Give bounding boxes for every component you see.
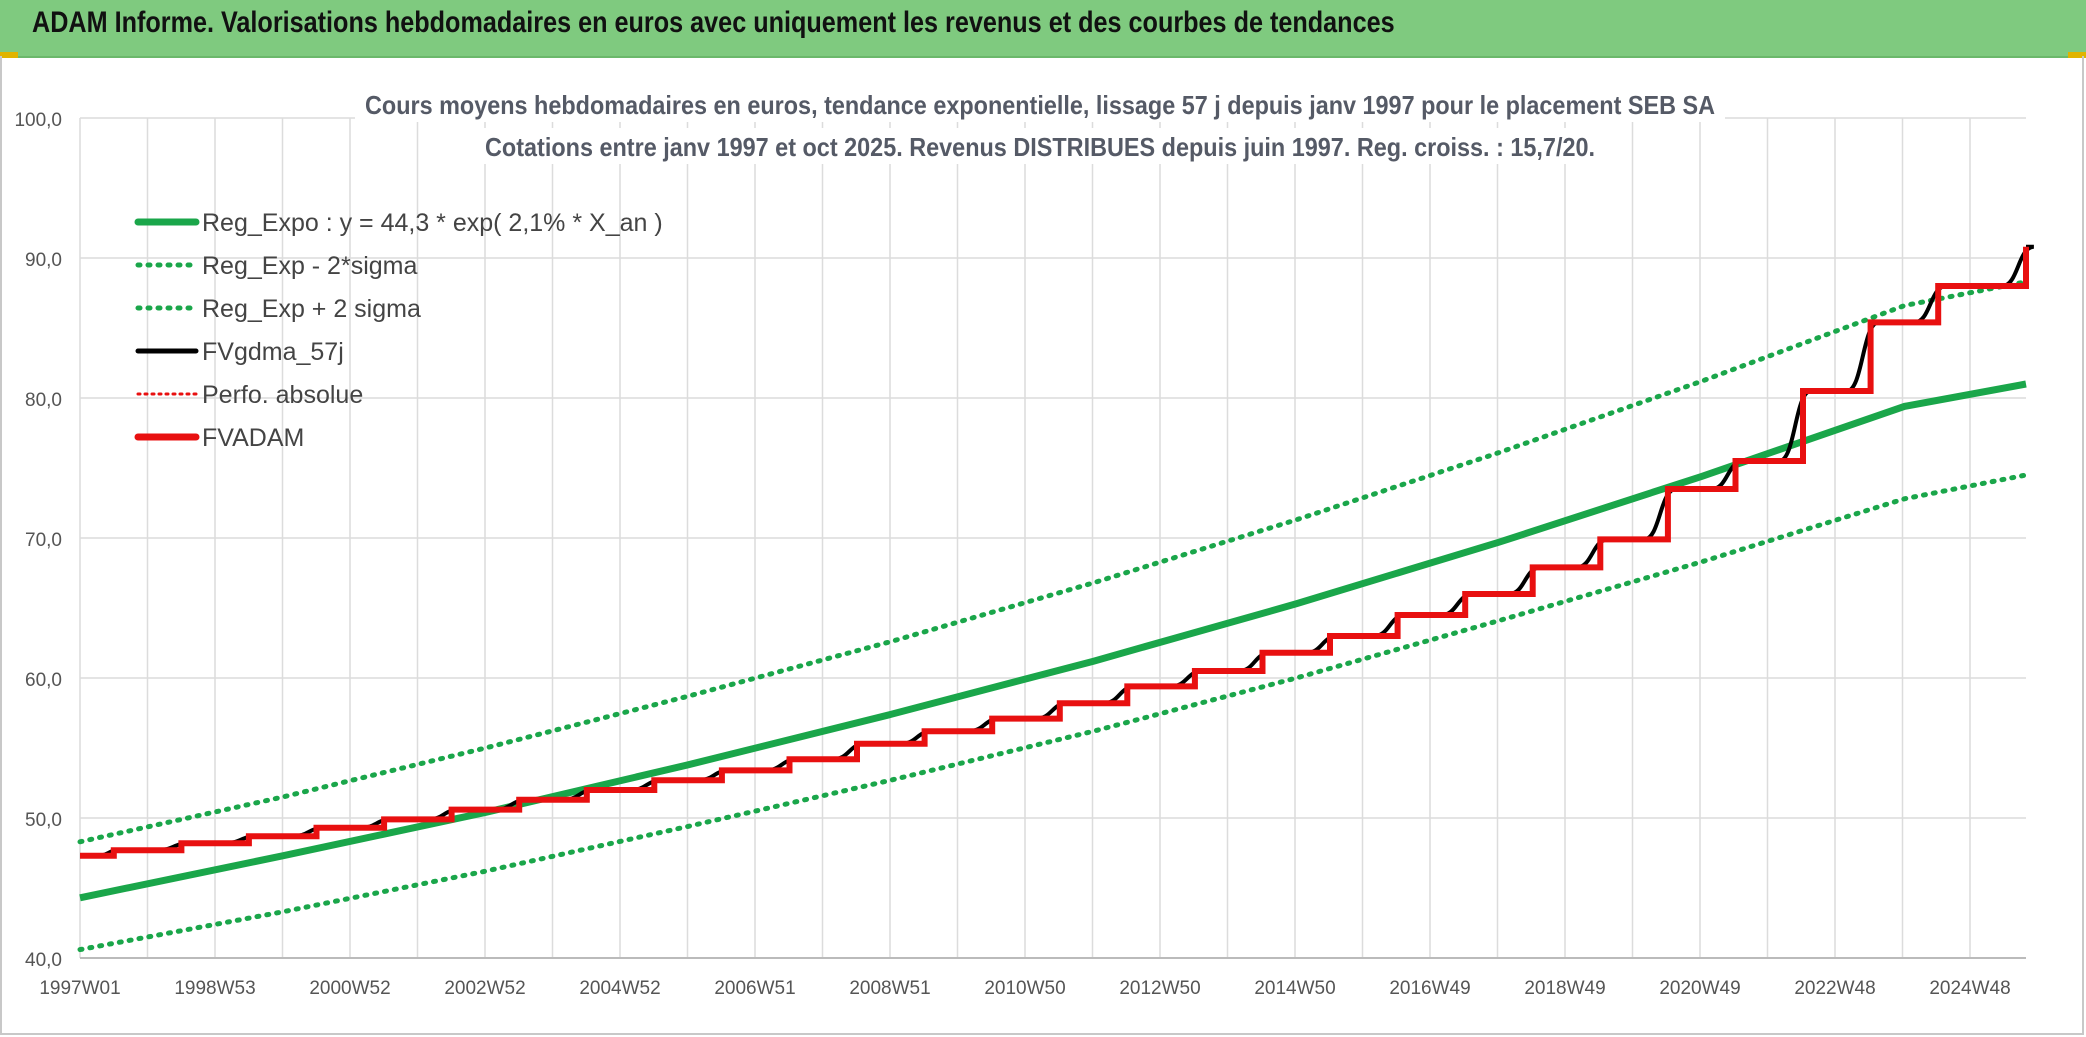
x-tick-label: 2022W48 bbox=[1794, 978, 1875, 999]
x-tick-label: 2006W51 bbox=[714, 978, 795, 999]
y-tick-label: 80,0 bbox=[25, 390, 62, 411]
axes: 40,0 50,0 60,0 70,0 80,0 90,0 100,0 1997W01 1998… bbox=[14, 110, 2026, 999]
x-tick-label: 2004W52 bbox=[579, 978, 660, 999]
series-reg-expo bbox=[79, 380, 2027, 902]
legend-label: Perfo. absolue bbox=[202, 381, 363, 409]
x-tick-label: 2024W48 bbox=[1929, 978, 2010, 999]
y-tick-label: 40,0 bbox=[25, 950, 62, 971]
title-background bbox=[355, 86, 1725, 122]
y-tick-label: 90,0 bbox=[25, 250, 62, 271]
y-tick-label: 100,0 bbox=[14, 110, 62, 131]
x-tick-label: 2002W52 bbox=[444, 978, 525, 999]
chart-subtitle: Cotations entre janv 1997 et oct 2025. R… bbox=[485, 132, 1595, 162]
legend-label: FVADAM bbox=[202, 424, 304, 452]
x-tick-label: 2012W50 bbox=[1119, 978, 1200, 999]
header-bar: ADAM Informe. Valorisations hebdomadaire… bbox=[0, 0, 2086, 58]
series-reg-exp-plus-2sigma bbox=[77, 279, 2029, 845]
legend-label: FVgdma_57j bbox=[202, 338, 344, 366]
legend: Reg_Expo : y = 44,3 * exp( 2,1% * X_an )… bbox=[134, 209, 663, 452]
legend-label: Reg_Exp + 2 sigma bbox=[202, 295, 421, 323]
x-tick-label: 2018W49 bbox=[1524, 978, 1605, 999]
x-tick-label: 2010W50 bbox=[984, 978, 1065, 999]
page-title: ADAM Informe. Valorisations hebdomadaire… bbox=[32, 6, 1395, 39]
y-tick-label: 60,0 bbox=[25, 670, 62, 691]
x-tick-label: 1997W01 bbox=[39, 978, 120, 999]
chart-frame bbox=[0, 56, 2084, 1035]
corner-mark-right bbox=[2068, 52, 2086, 58]
legend-label: Reg_Expo : y = 44,3 * exp( 2,1% * X_an ) bbox=[202, 209, 663, 237]
y-tick-label: 70,0 bbox=[25, 530, 62, 551]
x-tick-label: 2008W51 bbox=[849, 978, 930, 999]
chart-title-block: Cours moyens hebdomadaires en euros, ten… bbox=[355, 86, 1725, 164]
grid bbox=[79, 117, 2026, 959]
legend-label: Reg_Exp - 2*sigma bbox=[202, 252, 417, 280]
x-tick-label: 2014W50 bbox=[1254, 978, 1335, 999]
x-tick-label: 1998W53 bbox=[174, 978, 255, 999]
series-fvadam bbox=[80, 246, 2029, 859]
x-tick-label: 2020W49 bbox=[1659, 978, 1740, 999]
x-tick-label: 2016W49 bbox=[1389, 978, 1470, 999]
series-reg-exp-minus-2sigma bbox=[77, 472, 2029, 953]
subtitle-background bbox=[475, 128, 1605, 164]
chart-title: Cours moyens hebdomadaires en euros, ten… bbox=[365, 90, 1715, 120]
corner-mark-left bbox=[0, 52, 18, 58]
series bbox=[77, 244, 2035, 953]
y-tick-label: 50,0 bbox=[25, 810, 62, 831]
x-tick-label: 2000W52 bbox=[309, 978, 390, 999]
